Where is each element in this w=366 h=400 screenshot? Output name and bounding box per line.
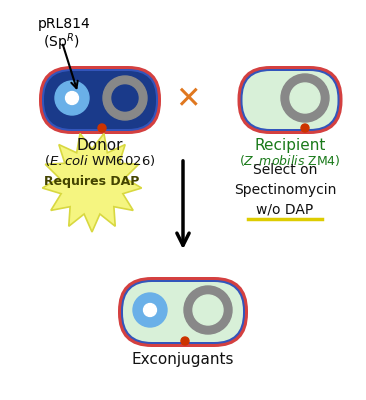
FancyBboxPatch shape xyxy=(44,71,156,129)
FancyBboxPatch shape xyxy=(243,71,337,129)
FancyBboxPatch shape xyxy=(121,280,245,344)
Circle shape xyxy=(133,293,167,327)
Circle shape xyxy=(281,74,329,122)
Text: Donor: Donor xyxy=(77,138,123,153)
Circle shape xyxy=(98,124,106,132)
Circle shape xyxy=(181,337,189,345)
FancyBboxPatch shape xyxy=(123,282,243,342)
Circle shape xyxy=(184,286,232,334)
Text: ($\it{E. coli}$ WM6026): ($\it{E. coli}$ WM6026) xyxy=(44,153,156,168)
Text: Select on
Spectinomycin
w/o DAP: Select on Spectinomycin w/o DAP xyxy=(234,164,336,216)
Polygon shape xyxy=(42,134,142,232)
FancyBboxPatch shape xyxy=(42,69,158,131)
Circle shape xyxy=(193,295,223,325)
Circle shape xyxy=(66,92,78,104)
Text: (Sp$^{R}$): (Sp$^{R}$) xyxy=(43,31,79,53)
Text: ✕: ✕ xyxy=(175,86,201,114)
FancyBboxPatch shape xyxy=(238,66,343,134)
Text: Recipient: Recipient xyxy=(254,138,326,153)
FancyBboxPatch shape xyxy=(240,69,340,131)
FancyBboxPatch shape xyxy=(39,66,161,134)
Circle shape xyxy=(143,304,156,316)
FancyBboxPatch shape xyxy=(118,277,248,347)
Text: pRL814: pRL814 xyxy=(38,17,91,31)
Text: Requires DAP: Requires DAP xyxy=(44,176,140,188)
Text: ($\it{Z. mobilis}$ ZM4): ($\it{Z. mobilis}$ ZM4) xyxy=(239,153,341,168)
Circle shape xyxy=(301,124,309,132)
Circle shape xyxy=(55,81,89,115)
Circle shape xyxy=(103,76,147,120)
Circle shape xyxy=(290,83,320,113)
Text: Exconjugants: Exconjugants xyxy=(132,352,234,367)
Circle shape xyxy=(112,85,138,111)
